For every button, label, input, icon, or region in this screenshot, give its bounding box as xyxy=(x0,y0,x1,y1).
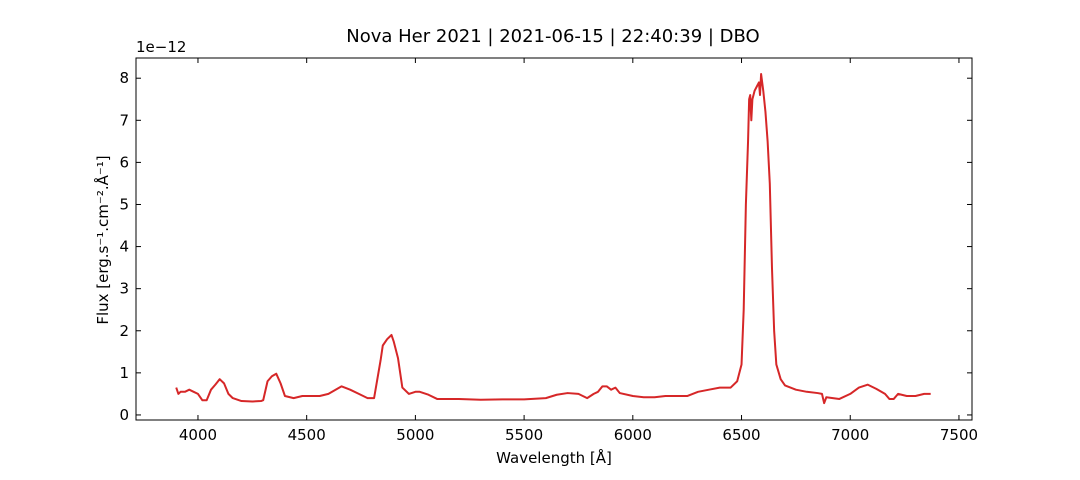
plot-frame xyxy=(135,57,973,421)
y-tick-label: 1 xyxy=(119,364,129,382)
x-axis-label: Wavelength [Å] xyxy=(496,448,612,467)
x-tick-label: 5000 xyxy=(396,426,434,444)
x-tick-label: 4000 xyxy=(179,426,217,444)
y-tick-label: 6 xyxy=(119,153,129,171)
x-tick-label: 6500 xyxy=(722,426,760,444)
y-tick-label: 3 xyxy=(119,280,129,298)
x-tick-label: 4500 xyxy=(288,426,326,444)
x-tick-label: 6000 xyxy=(614,426,652,444)
y-tick-label: 2 xyxy=(119,322,129,340)
x-tick-label: 7500 xyxy=(940,426,978,444)
y-offset-label: 1e−12 xyxy=(136,38,186,56)
x-tick-label: 5500 xyxy=(505,426,543,444)
spectrum-line xyxy=(175,73,931,405)
y-tick-label: 7 xyxy=(119,111,129,129)
chart-title: Nova Her 2021 | 2021-06-15 | 22:40:39 | … xyxy=(346,26,759,47)
y-tick-label: 0 xyxy=(119,406,129,424)
y-tick-label: 5 xyxy=(119,195,129,213)
x-tick-label: 7000 xyxy=(831,426,869,444)
y-axis-label: Flux [erg.s⁻¹.cm⁻².Å⁻¹] xyxy=(93,155,112,324)
y-tick-label: 8 xyxy=(119,69,129,87)
y-tick-label: 4 xyxy=(119,238,129,256)
